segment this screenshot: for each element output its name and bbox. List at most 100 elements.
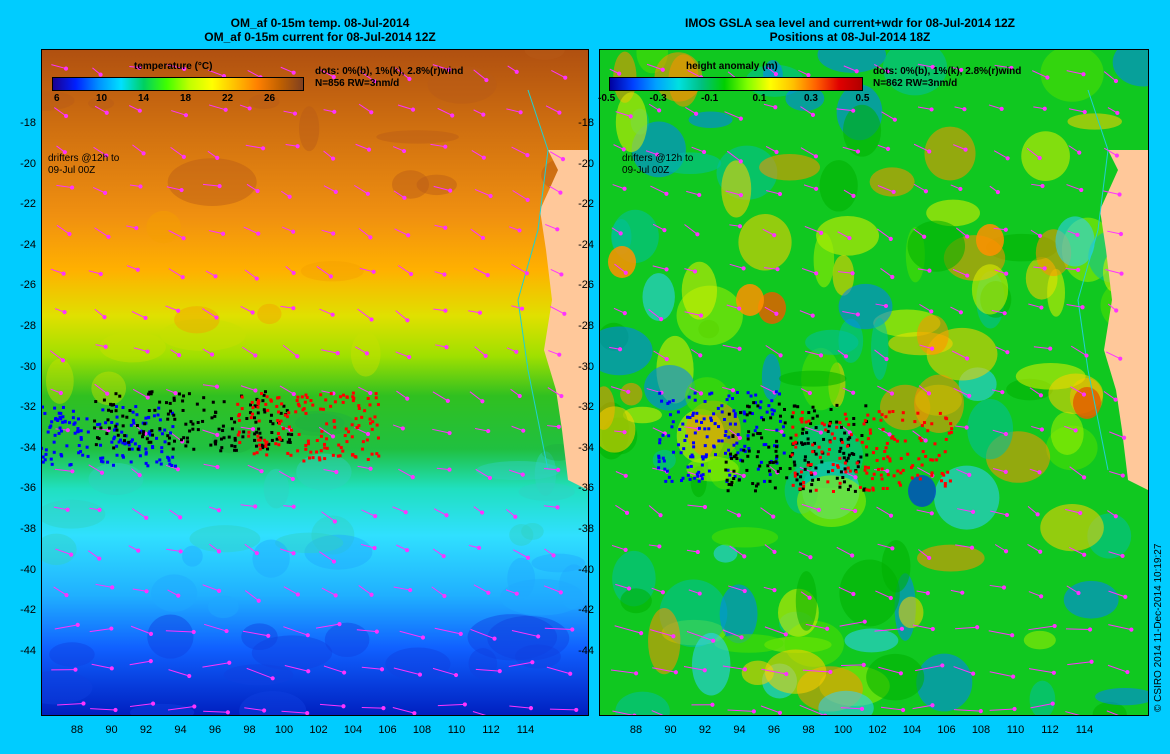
current-arrow-head [887, 432, 892, 437]
current-arrow [54, 468, 73, 472]
drifter-dot [81, 453, 85, 457]
current-arrow [651, 710, 664, 715]
drifter-dot [943, 450, 947, 454]
current-arrow-head [1002, 311, 1007, 316]
current-arrow-head [963, 147, 968, 152]
current-arrow-head [1129, 627, 1134, 632]
current-arrow-head [664, 267, 669, 272]
drifter-dot [820, 421, 824, 425]
current-arrow-head [851, 108, 856, 113]
drifter-dot [360, 447, 364, 451]
current-arrow [436, 467, 450, 471]
current-arrow-head [1114, 153, 1120, 158]
drifter-dot [319, 393, 323, 397]
drifter-dot [806, 461, 810, 465]
current-arrow [56, 224, 70, 235]
current-arrow [240, 504, 256, 508]
current-arrow-head [1004, 512, 1010, 518]
drifter-dot [727, 435, 731, 439]
drifter-dot [309, 450, 313, 454]
drifter-dot [50, 420, 54, 424]
drifter-dot [811, 405, 815, 409]
current-arrow-head [885, 468, 890, 474]
current-arrow [729, 263, 744, 269]
current-vectors [49, 64, 579, 715]
current-arrow-head [1084, 353, 1089, 358]
longitude-tick-label: 88 [629, 724, 643, 736]
drifter-dot [290, 428, 294, 432]
current-arrow-head [105, 391, 110, 396]
drifter-dot [169, 431, 173, 435]
current-arrow-head [254, 551, 259, 556]
current-arrow [802, 669, 831, 673]
current-arrow [247, 69, 261, 78]
drifter-dot [693, 391, 697, 395]
drifter-dot [690, 453, 694, 457]
drifter-dot [261, 446, 265, 450]
current-arrow-head [1003, 227, 1008, 232]
drifter-dot [141, 421, 145, 425]
drifter-dot [746, 404, 750, 408]
drifter-dot [341, 449, 345, 453]
current-arrow-head [192, 704, 197, 709]
drifter-dot [304, 393, 308, 397]
drifter-dot [747, 430, 751, 434]
current-arrow-head [141, 151, 146, 156]
drifter-dot [271, 422, 275, 426]
current-arrow-head [673, 670, 678, 675]
sea-level-eddy [1023, 630, 1056, 650]
drifter-dot [309, 398, 313, 402]
drifter-dot [670, 425, 674, 429]
current-arrow-head [657, 108, 662, 113]
sea-level-eddy [711, 527, 779, 548]
current-arrow-head [737, 435, 742, 441]
drifter-dot [213, 414, 217, 418]
current-arrow [1070, 386, 1085, 395]
current-arrow [475, 468, 491, 479]
drifter-dot [835, 425, 839, 429]
current-arrow-head [1123, 594, 1128, 599]
current-arrow-head [698, 353, 703, 358]
current-arrow-head [337, 622, 342, 627]
current-arrow-head [742, 667, 748, 672]
drifter-dot [696, 474, 700, 478]
current-arrow-head [695, 232, 700, 237]
current-arrow [1026, 147, 1041, 159]
drifter-dot [881, 486, 885, 490]
drifter-dot [94, 443, 98, 447]
current-arrow-head [191, 629, 196, 635]
current-arrow [432, 548, 444, 557]
current-arrow [1107, 664, 1128, 673]
current-arrow-head [477, 310, 483, 315]
current-arrow-head [517, 228, 522, 233]
sea-level-eddy [924, 126, 976, 181]
drifter-dot [147, 440, 151, 444]
drifter-dot [238, 441, 242, 445]
drifter-dot [269, 398, 273, 402]
temperature-patch [391, 170, 430, 199]
current-arrow-head [287, 194, 292, 199]
current-arrow-head [1039, 305, 1044, 310]
drifter-dot [794, 440, 798, 444]
current-arrow-head [1113, 78, 1119, 84]
drifter-dot [158, 427, 162, 431]
drifter-dot [196, 428, 200, 432]
drifter-dot [181, 399, 185, 403]
drifter-dot [44, 452, 48, 456]
drifter-dot [153, 408, 157, 412]
drifter-dot [297, 404, 301, 408]
current-arrow-head [513, 514, 518, 519]
drifter-dot [862, 488, 866, 492]
drifter-dot [286, 451, 290, 455]
drifter-dot [898, 483, 902, 487]
drifter-dot [279, 411, 283, 415]
current-arrow [316, 266, 332, 277]
drifter-dot [818, 455, 822, 459]
current-arrow [763, 267, 778, 270]
drifter-dot [148, 390, 152, 394]
current-arrow [990, 510, 1008, 516]
drifter-dot [127, 443, 131, 447]
current-arrow-head [1035, 512, 1040, 517]
drifter-dot [864, 445, 868, 449]
drifter-dot [59, 452, 63, 456]
